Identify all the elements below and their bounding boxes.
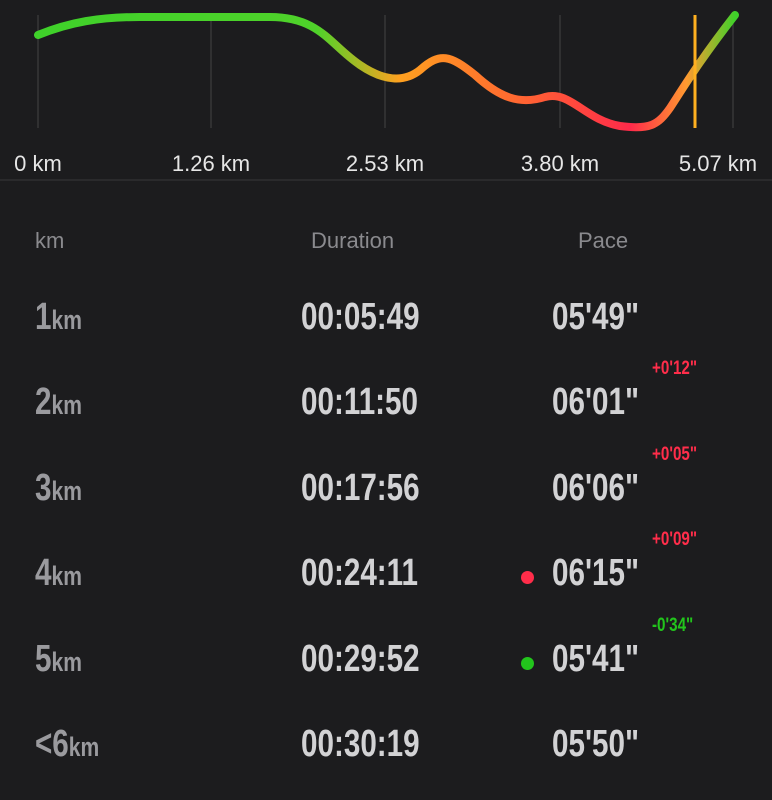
pace-dot xyxy=(521,571,534,585)
duration: 00:05:49 xyxy=(301,296,420,338)
km-value: 1 xyxy=(35,296,52,338)
km-label: 3km xyxy=(35,467,82,510)
x-tick-label: 2.53 km xyxy=(346,151,424,176)
km-unit: km xyxy=(51,646,82,677)
pace-diff: +0'05" xyxy=(652,443,698,465)
duration: 00:30:19 xyxy=(301,723,420,765)
pace-chart: 0 km 1.26 km 2.53 km 3.80 km 5.07 km xyxy=(0,11,772,181)
pace: 05'49" xyxy=(552,296,640,338)
x-tick-label: 5.07 km xyxy=(679,151,757,176)
km-value: <6 xyxy=(35,723,69,765)
column-header: Pace xyxy=(578,228,629,253)
pace-curve xyxy=(34,11,739,132)
column-header: km xyxy=(35,228,65,253)
pace-diff: +0'12" xyxy=(652,358,698,380)
duration: 00:29:52 xyxy=(301,637,420,680)
pace: 06'15" xyxy=(552,552,640,595)
km-unit: km xyxy=(51,475,82,506)
pace: 05'41" xyxy=(552,637,640,680)
pace: 06'01" xyxy=(552,381,640,424)
km-unit: km xyxy=(68,732,100,762)
km-unit: km xyxy=(51,305,82,335)
km-value: 5 xyxy=(35,637,52,680)
pace-dot xyxy=(521,656,534,670)
column-header: Duration xyxy=(311,228,395,253)
grid xyxy=(37,15,734,128)
km-label: 1km xyxy=(35,296,82,339)
km-unit: km xyxy=(51,390,82,421)
duration: 00:17:56 xyxy=(301,466,420,509)
pace: 05'50" xyxy=(552,723,640,765)
duration: 00:11:50 xyxy=(301,381,419,424)
duration: 00:24:11 xyxy=(301,552,419,595)
km-label: 4km xyxy=(35,552,82,595)
pace-diff: -0'34" xyxy=(652,614,694,636)
km-value: 4 xyxy=(35,552,52,595)
km-unit: km xyxy=(51,561,82,592)
km-label: 2km xyxy=(35,381,82,424)
x-tick-label: 1.26 km xyxy=(172,151,250,176)
km-label: <6km xyxy=(35,723,99,766)
km-value: 3 xyxy=(35,466,52,509)
pace-diff: +0'09" xyxy=(652,529,698,551)
km-value: 2 xyxy=(35,381,52,424)
pace: 06'06" xyxy=(552,466,640,509)
km-label: 5km xyxy=(35,638,82,681)
x-tick-label: 0 km xyxy=(14,151,62,176)
x-tick-label: 3.80 km xyxy=(521,151,599,176)
